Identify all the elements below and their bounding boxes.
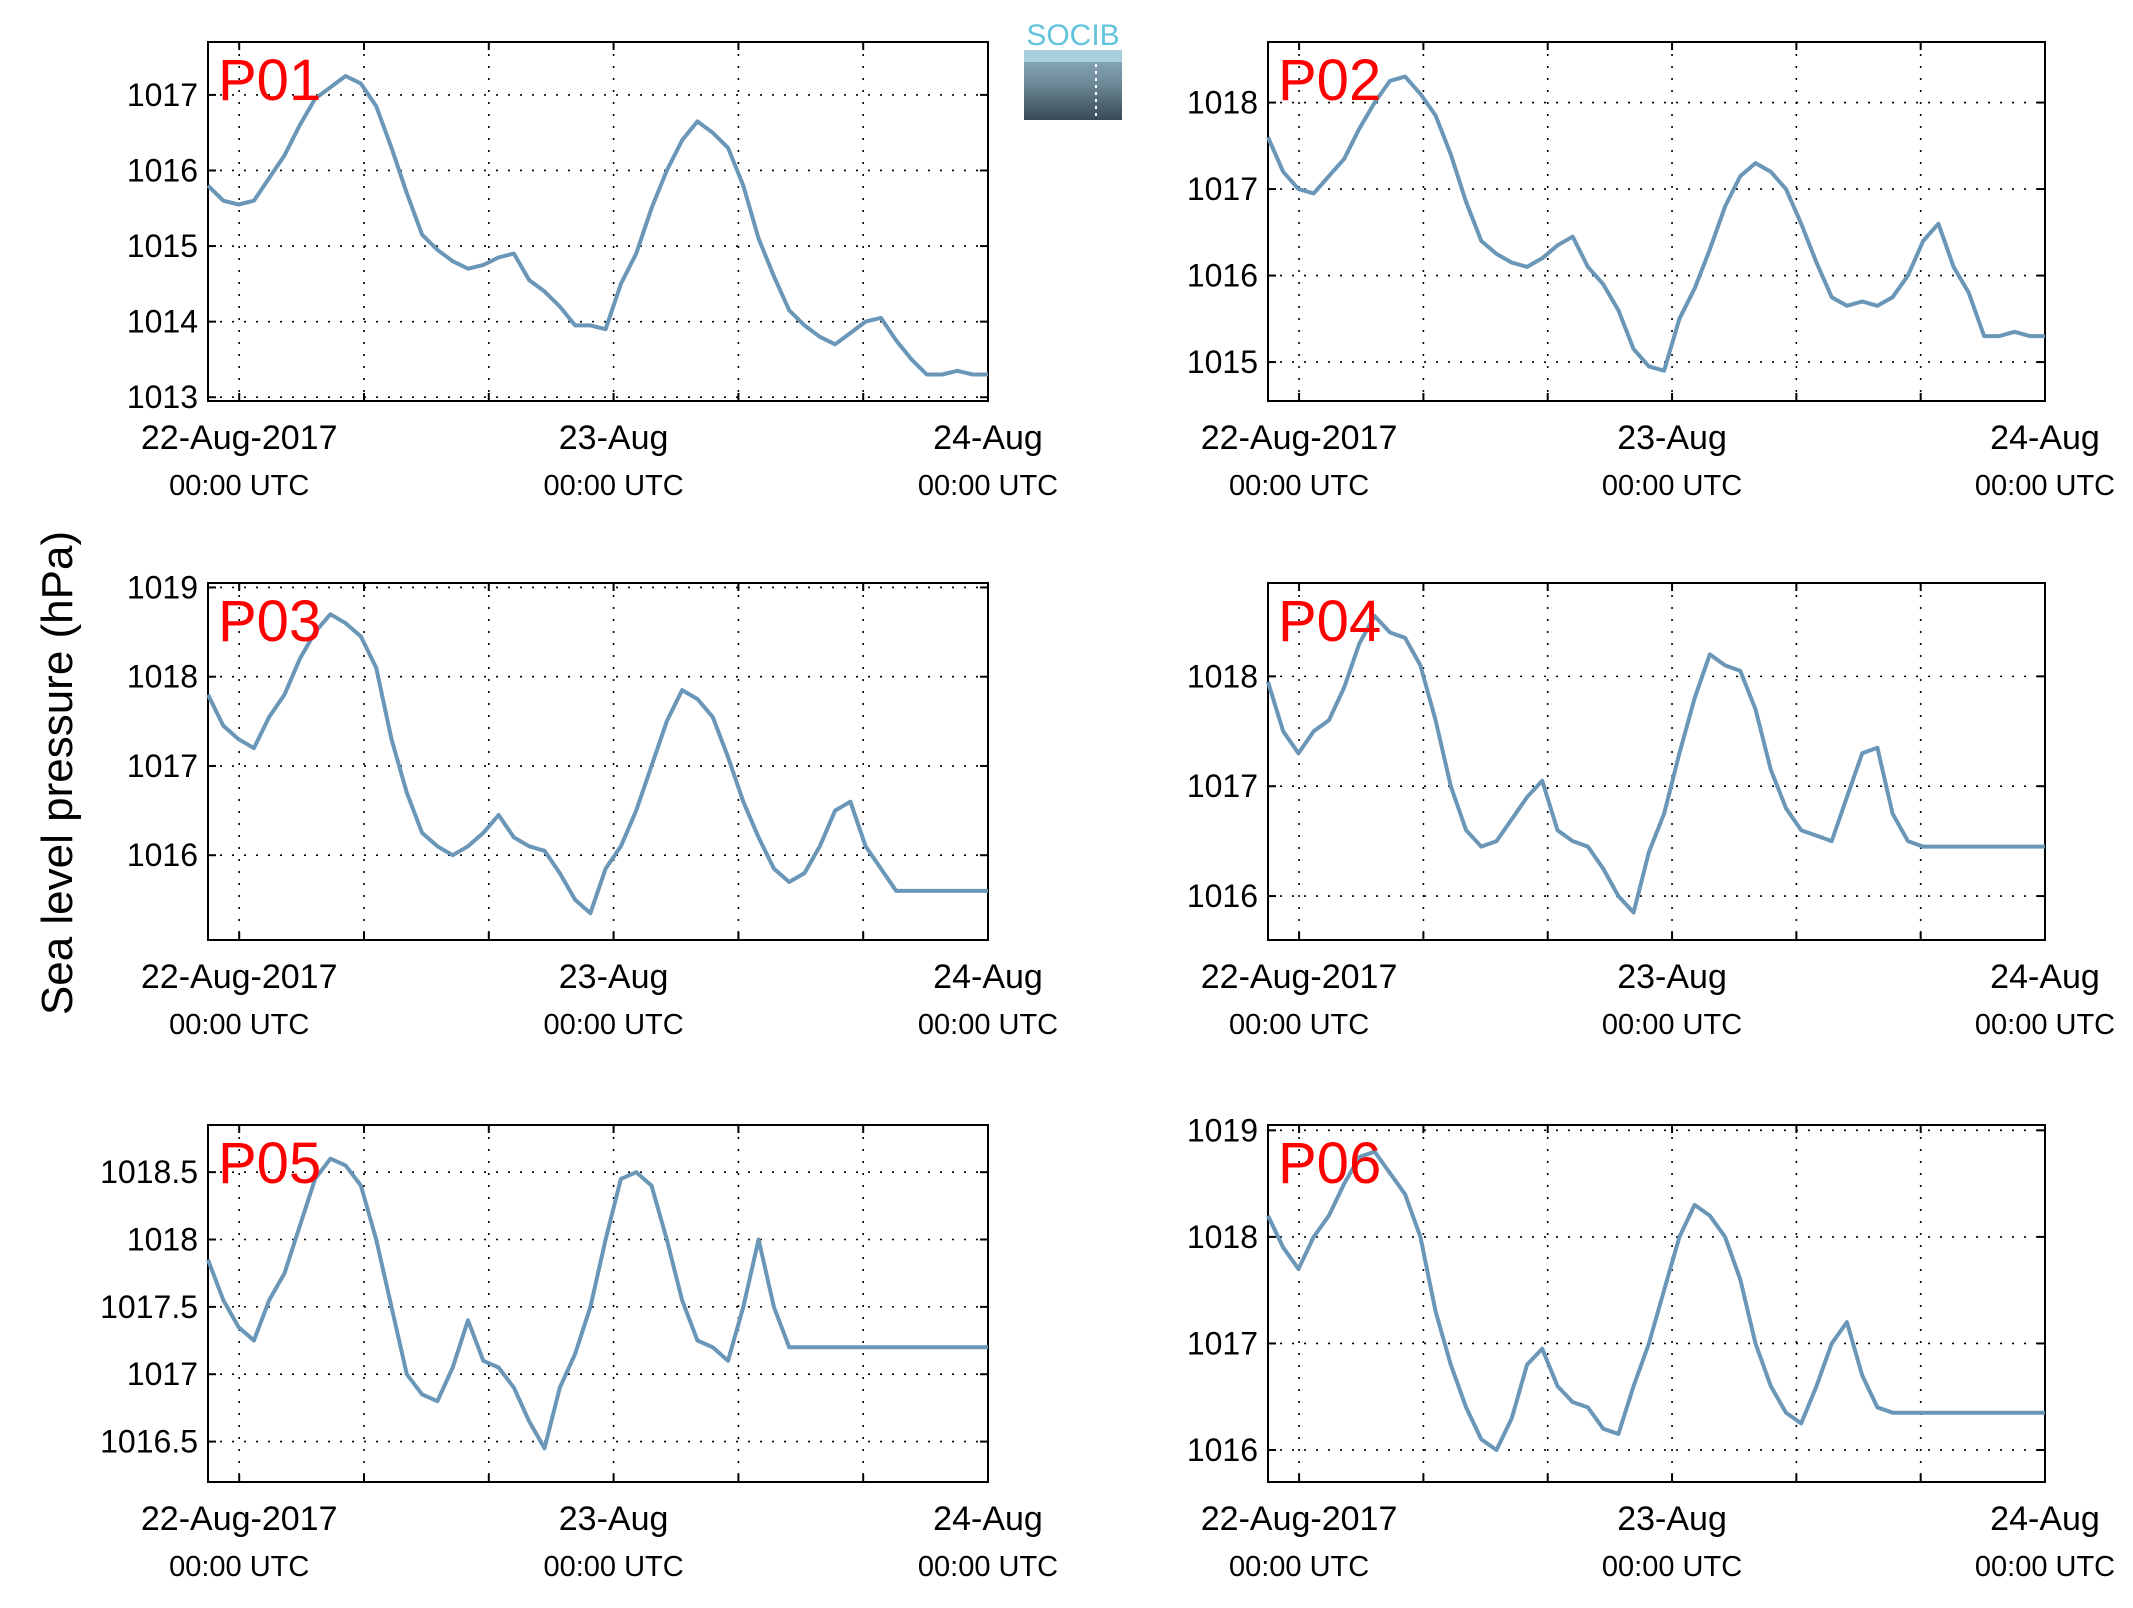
y-tick-label: 1016	[127, 152, 198, 188]
series-line	[206, 1156, 988, 1451]
panel-p01: 1013 1014 1015 1016 1017 22-Aug-2017 00:00 UTC…	[127, 41, 1058, 502]
y-tick-label: 1016.5	[100, 1424, 198, 1460]
panel-p06: 1016 1017 1018 1019 22-Aug-2017 00:00 UTC 23-A…	[1187, 1112, 2115, 1583]
y-tick-label: 1016	[1187, 1432, 1258, 1468]
plot-area	[207, 41, 989, 402]
plot-area	[1267, 582, 2046, 941]
panel-label: P02	[1278, 48, 1381, 113]
x-tick-label-time: 00:00 UTC	[918, 1009, 1058, 1041]
x-tick-label-time: 00:00 UTC	[1975, 470, 2115, 502]
y-tick-label: 1016	[1187, 258, 1258, 294]
y-tick-label: 1019	[1187, 1112, 1258, 1148]
y-tick-label: 1017	[1187, 768, 1258, 804]
x-tick-label-date: 23-Aug	[1617, 1500, 1727, 1538]
series-line	[206, 74, 988, 377]
plot-area	[207, 582, 989, 941]
y-tick-label: 1018	[1187, 85, 1258, 121]
x-tick-label-date: 23-Aug	[559, 1500, 669, 1538]
x-tick-label-date: 22-Aug-2017	[1201, 1500, 1398, 1538]
x-tick-label-date: 23-Aug	[559, 419, 669, 457]
panel-p04: 1016 1017 1018 22-Aug-2017 00:00 UTC 23-Aug 00…	[1187, 582, 2115, 1041]
figure-ylabel: Sea level pressure (hPa)	[33, 531, 82, 1015]
panel-p03: 1016 1017 1018 1019 22-Aug-2017 00:00 UTC 23-A…	[127, 569, 1058, 1041]
y-tick-label: 1019	[127, 569, 198, 605]
y-tick-label: 1017.5	[100, 1289, 198, 1325]
y-tick-label: 1017	[127, 77, 198, 113]
panel-label: P01	[218, 48, 321, 113]
y-tick-label: 1018.5	[100, 1154, 198, 1190]
x-tick-label-time: 00:00 UTC	[543, 470, 683, 502]
panel-label: P03	[218, 589, 321, 654]
series-line	[1266, 1149, 2045, 1452]
y-tick-label: 1017	[1187, 1325, 1258, 1361]
y-tick-label: 1016	[1187, 878, 1258, 914]
y-tick-label: 1018	[1187, 658, 1258, 694]
x-tick-label-date: 22-Aug-2017	[141, 1500, 338, 1538]
x-tick-label-date: 22-Aug-2017	[141, 958, 338, 996]
x-tick-label-time: 00:00 UTC	[169, 470, 309, 502]
x-tick-label-date: 24-Aug	[933, 419, 1043, 457]
x-tick-label-time: 00:00 UTC	[169, 1009, 309, 1041]
panel-p02: 1015 1016 1017 1018 22-Aug-2017 00:00 UTC 23-A…	[1187, 41, 2115, 502]
x-tick-label-time: 00:00 UTC	[169, 1551, 309, 1583]
x-tick-label-time: 00:00 UTC	[1229, 470, 1369, 502]
y-tick-label: 1018	[127, 1222, 198, 1258]
panel-label: P05	[218, 1131, 321, 1196]
series-line	[1266, 614, 2045, 915]
x-tick-label-time: 00:00 UTC	[543, 1009, 683, 1041]
x-tick-label-time: 00:00 UTC	[1602, 470, 1742, 502]
x-tick-label-time: 00:00 UTC	[543, 1551, 683, 1583]
x-tick-label-time: 00:00 UTC	[1602, 1551, 1742, 1583]
plot-area	[1267, 1124, 2046, 1483]
x-tick-label-date: 24-Aug	[933, 1500, 1043, 1538]
x-tick-label-date: 24-Aug	[1990, 958, 2100, 996]
series-line	[1266, 74, 2045, 373]
x-tick-label-time: 00:00 UTC	[1229, 1551, 1369, 1583]
x-tick-label-date: 23-Aug	[1617, 419, 1727, 457]
y-tick-label: 1017	[127, 1356, 198, 1392]
panel-label: P06	[1278, 1131, 1381, 1196]
plot-area	[207, 1124, 989, 1483]
y-tick-label: 1014	[127, 304, 198, 340]
x-tick-label-time: 00:00 UTC	[1975, 1009, 2115, 1041]
y-tick-label: 1017	[1187, 171, 1258, 207]
panel-label: P04	[1278, 589, 1381, 654]
y-tick-label: 1017	[127, 748, 198, 784]
y-tick-label: 1018	[1187, 1219, 1258, 1255]
x-tick-label-date: 22-Aug-2017	[1201, 958, 1398, 996]
x-tick-label-time: 00:00 UTC	[918, 1551, 1058, 1583]
x-tick-label-time: 00:00 UTC	[1975, 1551, 2115, 1583]
x-tick-label-time: 00:00 UTC	[1602, 1009, 1742, 1041]
x-tick-label-date: 23-Aug	[1617, 958, 1727, 996]
x-tick-label-date: 24-Aug	[1990, 1500, 2100, 1538]
y-tick-label: 1018	[127, 659, 198, 695]
plot-area	[1267, 41, 2046, 402]
y-tick-label: 1016	[127, 837, 198, 873]
socib-logo-text: SOCIB	[1026, 19, 1119, 52]
y-tick-label: 1015	[127, 228, 198, 264]
panel-p05: 1016.5 1017 1017.5 1018 1018.5 22-Aug-2017 00:…	[100, 1124, 1058, 1583]
y-tick-label: 1013	[127, 379, 198, 415]
socib-logo: SOCIB	[1024, 19, 1122, 120]
x-tick-label-time: 00:00 UTC	[1229, 1009, 1369, 1041]
x-tick-label-date: 22-Aug-2017	[141, 419, 338, 457]
x-tick-label-time: 00:00 UTC	[918, 470, 1058, 502]
x-tick-label-date: 24-Aug	[1990, 419, 2100, 457]
x-tick-label-date: 24-Aug	[933, 958, 1043, 996]
x-tick-label-date: 23-Aug	[559, 958, 669, 996]
x-tick-label-date: 22-Aug-2017	[1201, 419, 1398, 457]
series-line	[206, 612, 988, 916]
y-tick-label: 1015	[1187, 344, 1258, 380]
